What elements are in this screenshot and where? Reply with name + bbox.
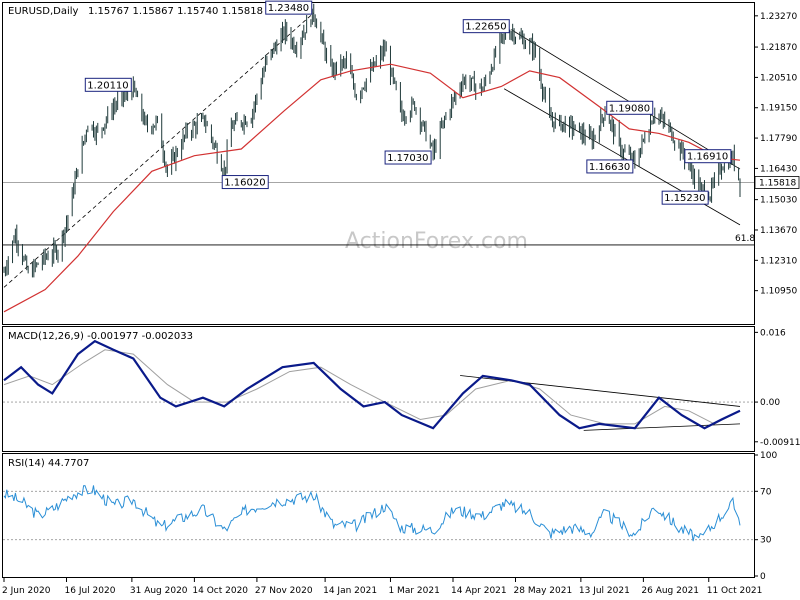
macd-tick-label: -0.009116 <box>760 438 800 448</box>
ma-line <box>3 63 741 313</box>
rsi-title: RSI(14) 44.7707 <box>8 458 89 469</box>
key-level-label: 1.16630 <box>589 162 630 173</box>
date-tick-label: 2 Jun 2020 <box>2 586 51 596</box>
key-level-box <box>462 19 510 34</box>
price-trendline-1 <box>511 29 741 170</box>
price-tick-label: 1.19150 <box>760 104 797 114</box>
key-level-labels: 1.23480 1.20110 1.16020 1.17030 1.22650 1.190… <box>84 0 732 205</box>
price-tick-label: 1.15030 <box>760 196 797 206</box>
macd-panel: 0.016 0.00 -0.009116 <box>3 328 800 448</box>
date-tick-label: 1 Mar 2021 <box>388 586 439 596</box>
price-tick-label: 1.20510 <box>760 73 797 83</box>
rsi-tick-label: 30 <box>760 536 772 546</box>
date-tick-label: 13 Jul 2021 <box>579 586 630 596</box>
price-tick-label: 1.23270 <box>760 12 797 22</box>
rsi-line <box>3 485 741 542</box>
current-price-box <box>754 176 800 189</box>
price-tick-label: 1.13670 <box>760 226 797 236</box>
date-tick-label: 31 Aug 2020 <box>130 586 188 596</box>
date-tick-label: 14 Apr 2021 <box>451 586 507 596</box>
price-levels: 61.8 <box>3 182 755 246</box>
date-axis: 2 Jun 2020 16 Jul 2020 31 Aug 2020 14 Oct 2… <box>2 578 762 596</box>
rsi-tick-label: 0 <box>760 572 766 582</box>
price-tick-label: 1.10950 <box>760 287 797 297</box>
key-level-box <box>586 159 634 174</box>
key-level-box <box>606 100 654 115</box>
fib-618-label: 61.8 <box>735 234 755 244</box>
key-level-box <box>221 175 269 190</box>
price-tick-label: 1.21870 <box>760 43 797 53</box>
date-tick-label: 26 Aug 2021 <box>641 586 699 596</box>
key-level-box <box>684 149 732 164</box>
date-tick-label: 11 Oct 2021 <box>707 586 763 596</box>
key-level-label: 1.15230 <box>664 193 705 204</box>
macd-line <box>3 339 741 430</box>
key-level-label: 1.16910 <box>687 152 728 163</box>
macd-title: MACD(12,26,9) -0.001977 -0.002033 <box>8 331 193 342</box>
key-level-label: 1.23480 <box>268 3 309 14</box>
key-level-label: 1.17030 <box>387 153 428 164</box>
rsi-panel-frame <box>2 453 755 578</box>
date-tick-label: 16 Jul 2020 <box>65 586 116 596</box>
rsi-tick-label: 70 <box>760 487 772 497</box>
price-panel-frame <box>2 2 755 325</box>
key-level-label: 1.16020 <box>224 178 265 189</box>
key-level-box <box>265 0 313 15</box>
date-tick-label: 28 May 2021 <box>514 586 573 596</box>
price-trendline-0 <box>3 12 315 288</box>
macd-signal-line <box>3 349 741 425</box>
date-tick-label: 14 Oct 2020 <box>192 586 248 596</box>
key-level-box <box>384 150 432 165</box>
key-level-box <box>661 190 709 205</box>
price-chart-title: EURUSD,Daily <box>8 6 79 17</box>
price-axis: 1.23270 1.21870 1.20510 1.19150 1.17790 1.164… <box>754 12 800 297</box>
watermark: ActionForex.com <box>345 229 528 254</box>
candles <box>3 3 741 278</box>
key-level-label: 1.19080 <box>609 103 650 114</box>
key-level-label: 1.20110 <box>87 80 128 91</box>
macd-panel-frame <box>2 326 755 452</box>
date-tick-label: 27 Nov 2020 <box>255 586 313 596</box>
moving-average <box>3 63 741 313</box>
macd-tick-label: 0.016 <box>760 328 786 338</box>
price-tick-label: 1.12310 <box>760 256 797 266</box>
ohlc-header: 1.15767 1.15867 1.15740 1.15818 <box>88 6 263 17</box>
current-price-label: 1.15818 <box>759 178 796 188</box>
key-level-label: 1.22650 <box>465 22 506 33</box>
price-tick-label: 1.16430 <box>760 164 797 174</box>
rsi-tick-label: 100 <box>760 451 777 461</box>
key-level-box <box>84 77 132 92</box>
macd-tick-label: 0.00 <box>760 398 780 408</box>
macd-trendline-1 <box>583 423 741 431</box>
price-tick-label: 1.17790 <box>760 134 797 144</box>
rsi-panel: 100 70 30 0 <box>3 451 777 582</box>
date-tick-label: 14 Jan 2021 <box>323 586 377 596</box>
